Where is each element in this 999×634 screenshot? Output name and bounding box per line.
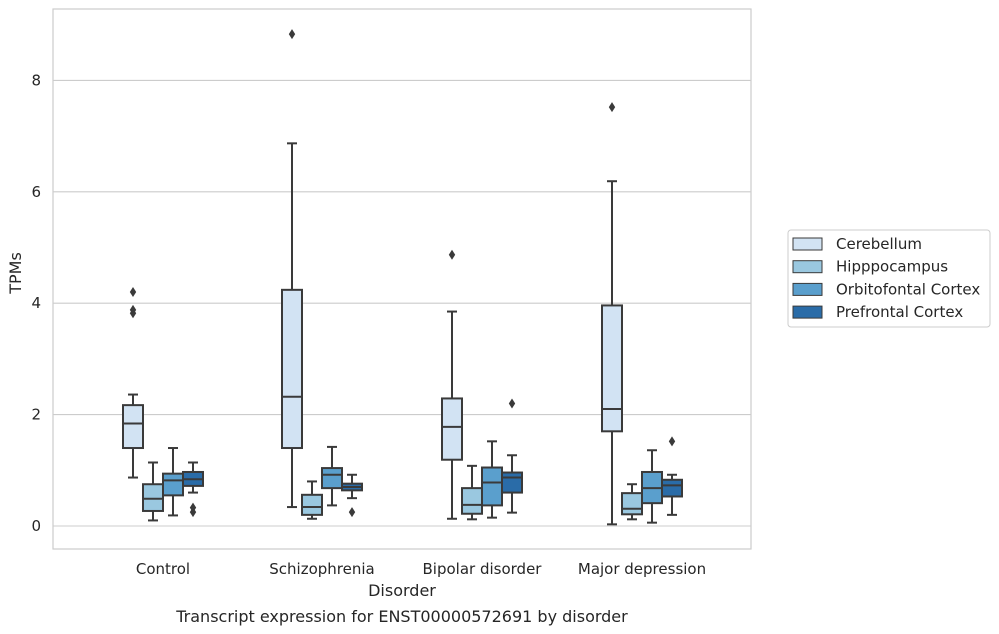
- box-group: [461, 464, 483, 521]
- y-tick-label: 0: [31, 517, 41, 535]
- box-group: [641, 449, 663, 524]
- box-group: [321, 445, 343, 507]
- legend-label: Hipppocampus: [836, 258, 948, 276]
- y-axis-title: TPMs: [6, 252, 25, 295]
- legend-swatch: [792, 237, 823, 251]
- legend-swatch: [792, 282, 823, 296]
- outlier-point: [608, 102, 616, 113]
- legend-swatch: [792, 260, 823, 274]
- box-iqr: [441, 397, 463, 461]
- outlier-point: [448, 249, 456, 260]
- box-iqr: [661, 478, 683, 498]
- x-tick-label: Bipolar disorder: [423, 560, 543, 578]
- outlier-point: [348, 507, 356, 518]
- x-tick-label: Control: [136, 560, 190, 578]
- box-iqr: [481, 466, 503, 507]
- box-group: [122, 287, 144, 479]
- box-iqr: [601, 304, 623, 433]
- box-group: [341, 473, 363, 518]
- box-group: [142, 461, 164, 522]
- box-iqr: [501, 471, 523, 494]
- legend-label: Cerebellum: [836, 235, 922, 253]
- outlier-point: [189, 507, 197, 518]
- y-tick-label: 4: [31, 294, 41, 312]
- box-group: [441, 249, 463, 520]
- chart-caption: Transcript expression for ENST0000057269…: [175, 607, 628, 626]
- box-iqr: [461, 487, 483, 515]
- box-group: [182, 461, 204, 518]
- legend-frame: [787, 229, 991, 328]
- y-tick-label: 8: [31, 71, 41, 89]
- y-tick-label: 6: [31, 183, 41, 201]
- box-group: [481, 440, 503, 519]
- box-group: [601, 102, 623, 526]
- box-iqr: [122, 404, 144, 450]
- box-iqr: [162, 472, 184, 497]
- box-group: [281, 29, 303, 509]
- legend-label: Prefrontal Cortex: [836, 303, 963, 321]
- box-iqr: [621, 492, 643, 516]
- outlier-point: [508, 398, 516, 409]
- box-group: [301, 480, 323, 520]
- box-iqr: [321, 467, 343, 490]
- legend-swatch: [792, 305, 823, 319]
- x-tick-label: Major depression: [578, 560, 706, 578]
- outlier-point: [129, 308, 137, 319]
- box-group: [661, 436, 683, 516]
- x-axis-title: Disorder: [368, 581, 436, 600]
- outlier-point: [129, 287, 137, 298]
- box-iqr: [142, 483, 164, 512]
- outlier-point: [288, 29, 296, 40]
- box-iqr: [281, 288, 303, 450]
- x-tick-label: Schizophrenia: [269, 560, 374, 578]
- box-group: [501, 398, 523, 514]
- box-group: [162, 447, 184, 517]
- outlier-point: [668, 436, 676, 447]
- box-group: [621, 483, 643, 521]
- y-tick-label: 2: [31, 406, 41, 424]
- box-iqr: [301, 493, 323, 516]
- plot-frame: [52, 8, 752, 550]
- legend: Cerebellum Hipppocampus Orbitofontal Corte…: [787, 229, 991, 328]
- legend-label: Orbitofontal Cortex: [836, 280, 980, 298]
